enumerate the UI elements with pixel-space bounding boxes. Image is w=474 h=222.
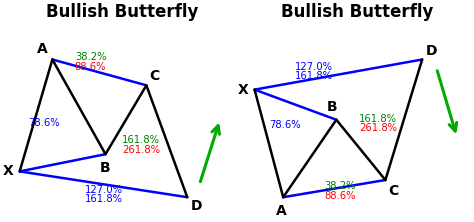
Text: 88.6%: 88.6% xyxy=(324,191,356,201)
Text: A: A xyxy=(37,42,47,56)
Text: D: D xyxy=(191,199,202,213)
Title: Bullish Butterfly: Bullish Butterfly xyxy=(281,3,433,21)
Text: 161.8%: 161.8% xyxy=(122,135,160,145)
Text: D: D xyxy=(426,44,437,58)
Text: 261.8%: 261.8% xyxy=(359,123,397,133)
Text: 78.6%: 78.6% xyxy=(28,118,59,128)
Text: 88.6%: 88.6% xyxy=(75,62,106,72)
Text: X: X xyxy=(238,83,249,97)
Text: 161.8%: 161.8% xyxy=(84,194,122,204)
Text: C: C xyxy=(149,69,160,83)
Text: 261.8%: 261.8% xyxy=(122,145,160,155)
Title: Bullish Butterfly: Bullish Butterfly xyxy=(46,3,198,21)
Text: X: X xyxy=(3,164,14,178)
Text: C: C xyxy=(388,184,399,198)
Text: 127.0%: 127.0% xyxy=(84,185,122,195)
Text: 161.8%: 161.8% xyxy=(359,114,397,124)
Text: B: B xyxy=(100,161,111,175)
Text: 38.2%: 38.2% xyxy=(75,52,106,62)
Text: 161.8%: 161.8% xyxy=(295,71,333,81)
Text: A: A xyxy=(276,204,286,218)
Text: B: B xyxy=(327,100,337,114)
Text: 38.2%: 38.2% xyxy=(324,181,356,191)
Text: 78.6%: 78.6% xyxy=(269,120,301,130)
Text: 127.0%: 127.0% xyxy=(295,62,333,72)
